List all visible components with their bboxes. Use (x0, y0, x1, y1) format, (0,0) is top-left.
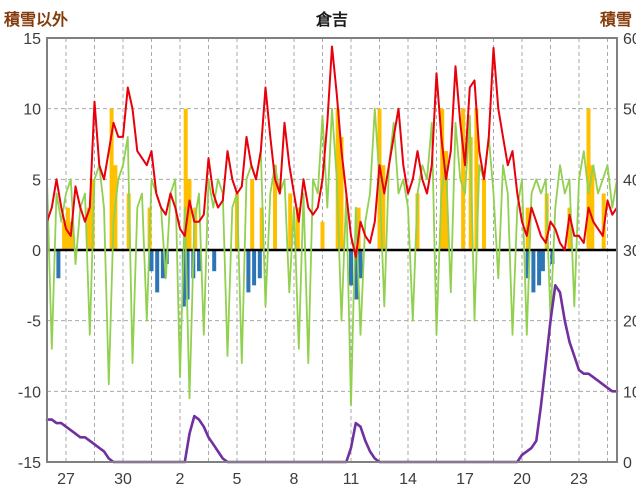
x-tick-label: 23 (570, 471, 588, 488)
negative-blue-bars (531, 250, 536, 293)
negative-blue-bars (349, 250, 353, 286)
x-tick-label: 5 (233, 471, 242, 488)
snow-depth-purple-line (45, 283, 619, 464)
y-left-tick-label: 5 (32, 172, 41, 189)
negative-blue-bars (197, 250, 201, 272)
right-axis-title: 積雪 (599, 12, 632, 29)
precipitation-orange-bars (250, 179, 255, 250)
green-line (46, 107, 618, 407)
left-axis-title: 積雪以外 (4, 12, 69, 29)
y-left-tick-label: 10 (23, 102, 41, 119)
precipitation-orange-bars (444, 151, 448, 250)
precipitation-orange-bars (187, 179, 192, 250)
precipitation-orange-bars (440, 108, 445, 251)
precipitation-orange-bars (474, 108, 479, 251)
negative-blue-bars (246, 250, 251, 293)
y-right-tick-label: 0 (623, 455, 632, 472)
negative-blue-bars (155, 250, 160, 293)
y-left-tick-label: -10 (18, 384, 41, 401)
x-tick-label: 27 (57, 471, 75, 488)
precipitation-orange-bars (320, 221, 325, 250)
plot-border (46, 37, 618, 463)
precipitation-orange-bars (295, 207, 300, 250)
negative-blue-bars (181, 250, 186, 307)
y-right-tick-label: 60 (623, 31, 636, 48)
y-left-tick-label: 15 (23, 31, 41, 48)
y-right-tick-label: 50 (623, 102, 636, 119)
precipitation-orange-bars (461, 108, 466, 251)
x-tick-label: 8 (290, 471, 299, 488)
precipitation-orange-bars (86, 207, 91, 250)
precipitation-orange-bars (339, 136, 344, 250)
negative-blue-bars (212, 250, 217, 272)
x-tick-label: 2 (176, 471, 185, 488)
y-right-tick-label: 10 (623, 384, 636, 401)
negative-blue-bars (537, 250, 542, 286)
precipitation-orange-bars (590, 165, 595, 250)
precipitation-orange-bars (415, 193, 420, 250)
precipitation-orange-bars (482, 179, 486, 250)
precipitation-orange-bars (62, 221, 67, 250)
negative-blue-bars (358, 250, 363, 279)
x-tick-label: 20 (513, 471, 531, 488)
precipitation-orange-bars (567, 207, 572, 250)
precipitation-orange-bars (109, 108, 114, 251)
y-left-tick-label: 0 (32, 243, 41, 260)
y-right-tick-label: 40 (623, 172, 636, 189)
x-tick-label: 17 (456, 471, 474, 488)
negative-blue-bars (354, 250, 359, 300)
chart-title: 倉吉 (315, 12, 348, 29)
negative-blue-bars (185, 250, 190, 300)
y-right-tick-label: 30 (623, 243, 636, 260)
precipitation-orange-bars (259, 207, 264, 250)
precipitation-orange-bars (193, 207, 198, 250)
precipitation-orange-bars (273, 165, 277, 250)
negative-blue-bars (525, 250, 530, 279)
x-tick-label: 11 (343, 471, 360, 488)
temperature-red-line (46, 45, 618, 259)
negative-blue-bars (56, 250, 61, 279)
precipitation-orange-bars (65, 207, 70, 250)
negative-blue-bars (540, 250, 545, 272)
negative-blue-bars (149, 250, 154, 272)
negative-blue-bars (252, 250, 257, 286)
y-right-tick-label: 20 (623, 314, 636, 331)
precipitation-orange-bars (381, 165, 386, 250)
negative-blue-bars (257, 250, 262, 279)
precipitation-orange-bars (586, 108, 591, 251)
y-left-tick-label: -15 (18, 455, 41, 472)
x-tick-label: 30 (114, 471, 132, 488)
precipitation-orange-bars (288, 193, 293, 250)
x-tick-label: 14 (399, 471, 417, 488)
precipitation-orange-bars (183, 108, 188, 251)
y-left-tick-label: -5 (27, 314, 41, 331)
negative-blue-bars (160, 250, 165, 279)
